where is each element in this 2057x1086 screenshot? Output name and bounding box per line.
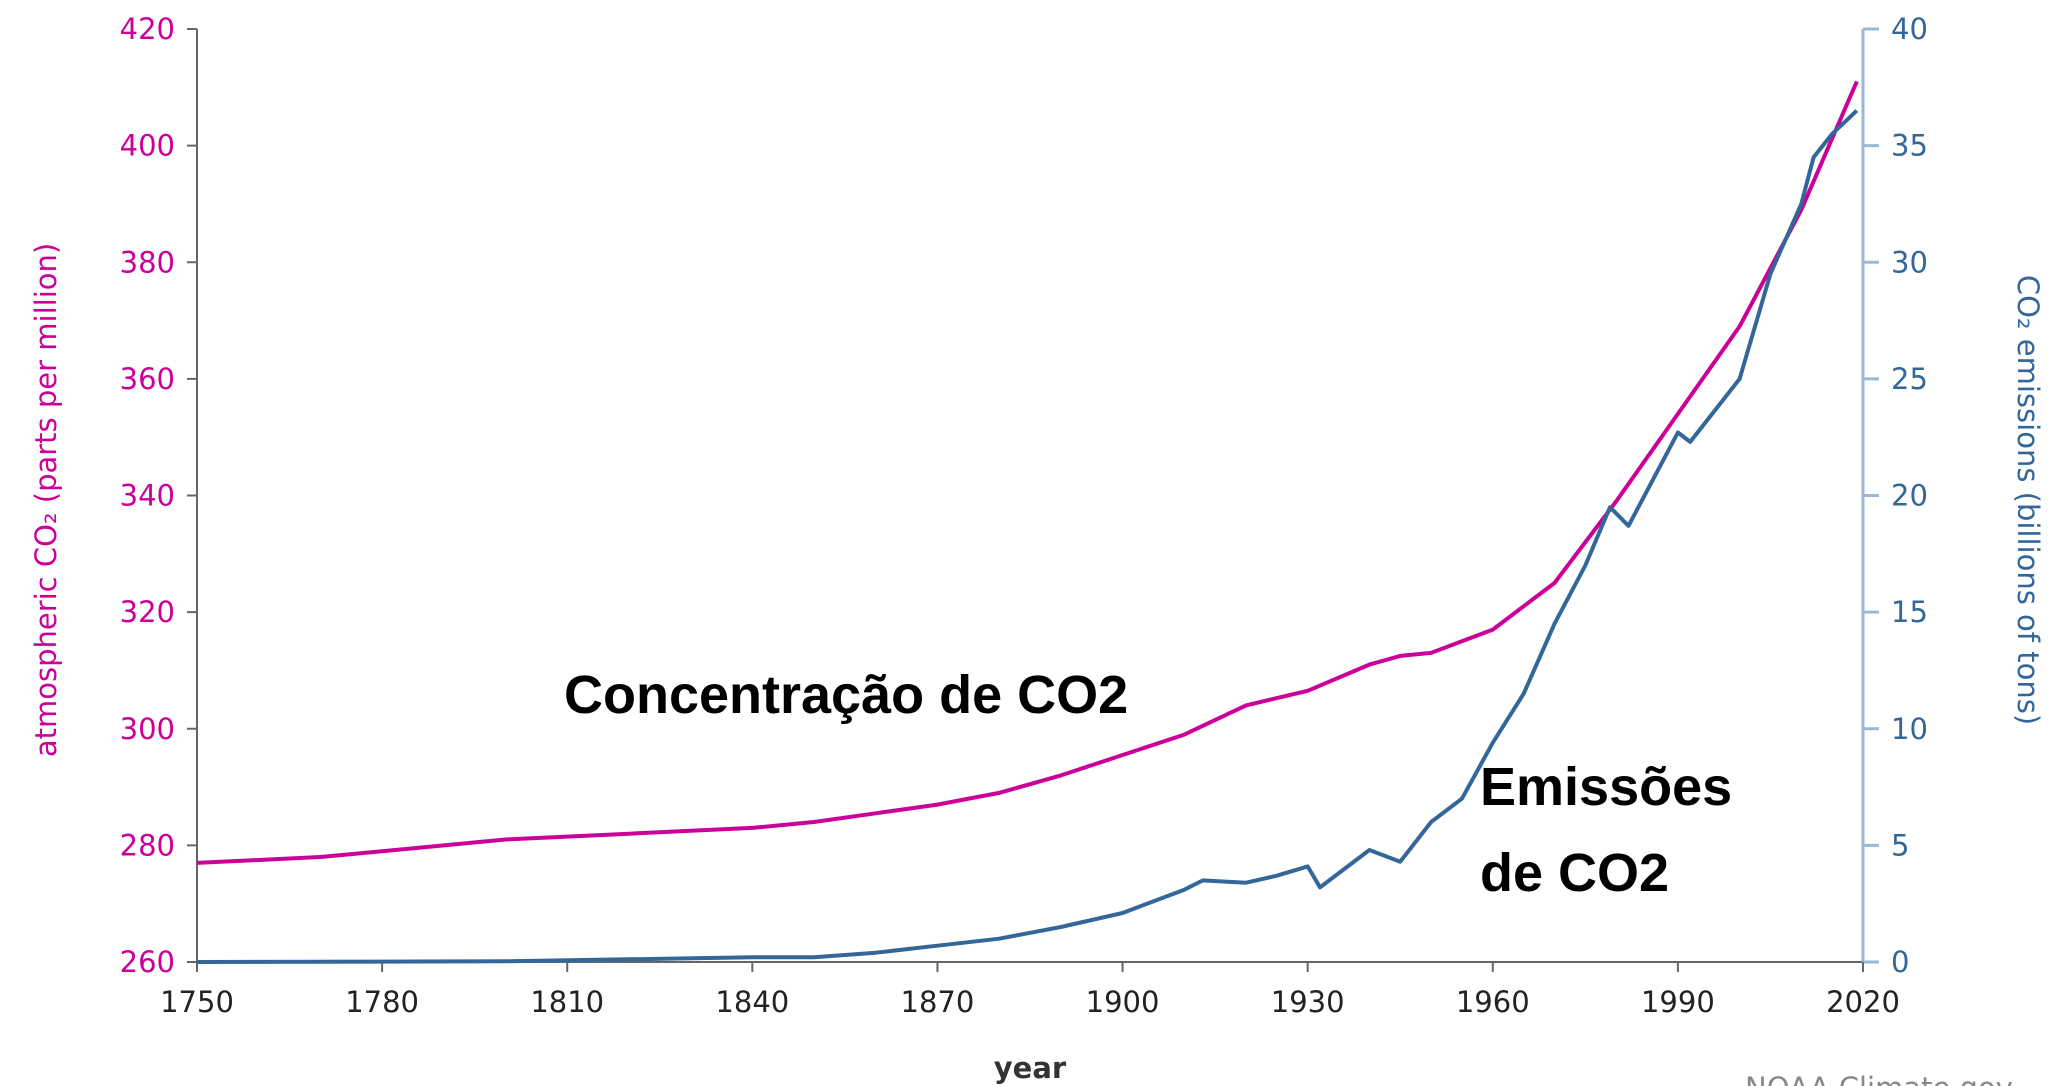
x-tick-label: 2020 bbox=[1826, 985, 1900, 1019]
y-tick-label: 300 bbox=[120, 712, 175, 746]
y-tick-label: 260 bbox=[120, 945, 175, 979]
y-tick-label: 280 bbox=[120, 828, 175, 862]
y2-tick-label: 35 bbox=[1891, 129, 1928, 163]
x-tick-label: 1840 bbox=[715, 985, 789, 1019]
y2-tick-label: 5 bbox=[1891, 828, 1909, 862]
y-tick-label: 400 bbox=[120, 129, 175, 163]
x-axis-label: year bbox=[994, 1051, 1067, 1085]
y2-tick-label: 40 bbox=[1891, 12, 1928, 46]
y-tick-label: 380 bbox=[120, 245, 175, 279]
x-tick-label: 1870 bbox=[901, 985, 975, 1019]
x-tick-label: 1810 bbox=[530, 985, 604, 1019]
x-tick-label: 1900 bbox=[1086, 985, 1160, 1019]
y-tick-label: 320 bbox=[120, 595, 175, 629]
x-tick-label: 1780 bbox=[345, 985, 419, 1019]
y-tick-label: 420 bbox=[120, 12, 175, 46]
source: NOAA Climate.gov bbox=[1745, 1071, 2013, 1086]
y2-tick-label: 25 bbox=[1891, 362, 1928, 396]
x-tick-label: 1990 bbox=[1641, 985, 1715, 1019]
y-tick-label: 340 bbox=[120, 479, 175, 513]
y-axis-label: atmospheric CO₂ (parts per million) bbox=[29, 243, 63, 757]
x-tick-label: 1960 bbox=[1456, 985, 1530, 1019]
x-tick-label: 1750 bbox=[160, 985, 234, 1019]
y2-tick-label: 30 bbox=[1891, 245, 1928, 279]
concentration-annotation: Concentração de CO2 bbox=[564, 665, 1129, 725]
y2-tick-label: 20 bbox=[1891, 479, 1928, 513]
y2-tick-label: 10 bbox=[1891, 712, 1928, 746]
y2-tick-label: 15 bbox=[1891, 595, 1928, 629]
emissions-annotation: Emissões de CO2 bbox=[1480, 757, 1733, 903]
line-series bbox=[196, 80, 1859, 865]
y2-tick-label: 0 bbox=[1891, 945, 1909, 979]
line-series bbox=[196, 109, 1859, 964]
x-tick-label: 1930 bbox=[1271, 985, 1345, 1019]
y2-axis-label: CO₂ emissions (billions of tons) bbox=[2011, 275, 2045, 725]
y-tick-label: 360 bbox=[120, 362, 175, 396]
